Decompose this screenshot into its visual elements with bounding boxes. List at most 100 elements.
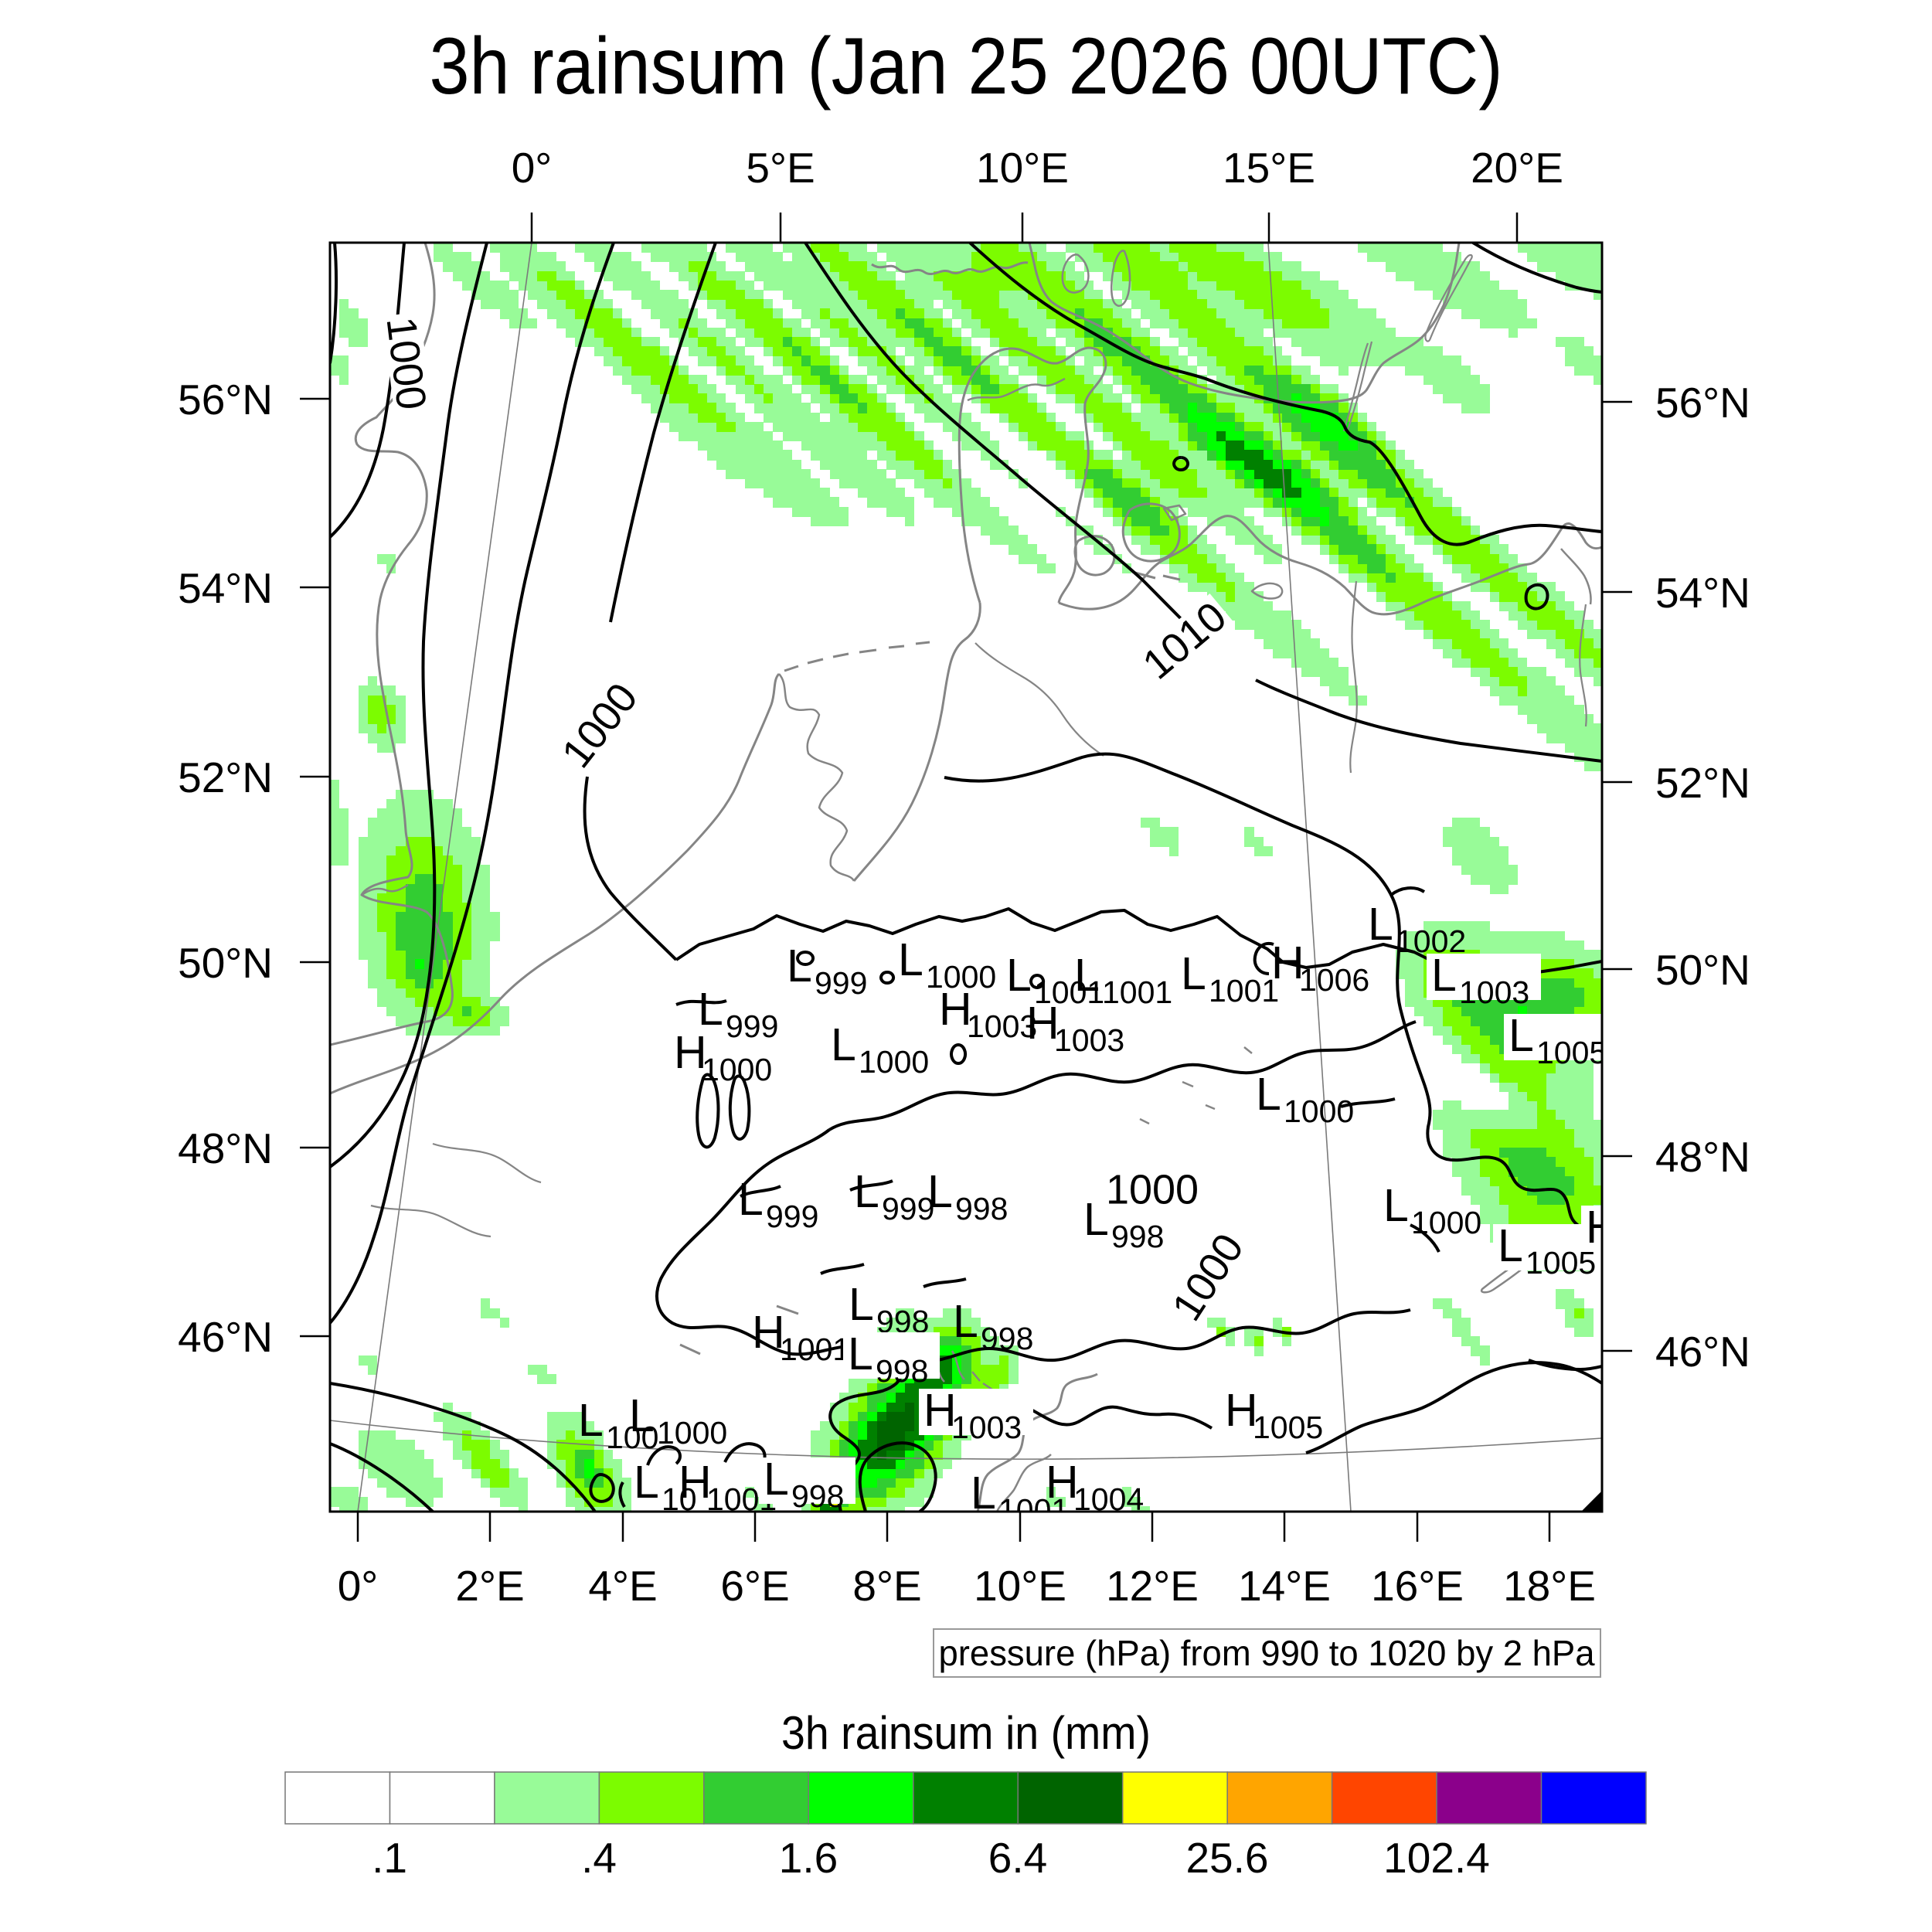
svg-text:25.6: 25.6 — [1185, 1834, 1268, 1882]
svg-text:H: H — [939, 984, 972, 1035]
svg-text:10°E: 10°E — [976, 144, 1069, 192]
svg-text:56°N: 56°N — [1655, 379, 1750, 427]
svg-text:1003: 1003 — [951, 1410, 1022, 1445]
svg-text:L: L — [1181, 948, 1206, 999]
svg-text:1001: 1001 — [998, 1492, 1069, 1528]
svg-text:52°N: 52°N — [178, 753, 273, 801]
svg-text:46°N: 46°N — [178, 1313, 273, 1361]
svg-text:L: L — [1498, 1220, 1523, 1271]
svg-text:L: L — [698, 984, 723, 1035]
svg-text:L: L — [898, 934, 923, 985]
svg-text:4°E: 4°E — [588, 1562, 657, 1610]
svg-text:48°N: 48°N — [178, 1124, 273, 1172]
svg-text:100: 100 — [606, 1420, 658, 1455]
svg-text:999: 999 — [726, 1009, 778, 1044]
svg-text:1005: 1005 — [1253, 1410, 1323, 1445]
svg-text:2°E: 2°E — [455, 1562, 524, 1610]
svg-text:56°N: 56°N — [178, 376, 273, 423]
svg-text:L: L — [1383, 1180, 1409, 1231]
svg-text:1001: 1001 — [1209, 973, 1279, 1009]
svg-text:999: 999 — [815, 965, 867, 1001]
svg-text:pressure (hPa) from 990 to 102: pressure (hPa) from 990 to 1020 by 2 hPa — [939, 1633, 1595, 1673]
svg-text:1000: 1000 — [657, 1415, 727, 1451]
svg-text:998: 998 — [955, 1191, 1008, 1226]
svg-text:H: H — [1271, 937, 1304, 988]
svg-text:1001: 1001 — [1102, 975, 1172, 1010]
svg-text:50°N: 50°N — [178, 939, 273, 987]
svg-text:L: L — [854, 1166, 879, 1217]
svg-text:102.4: 102.4 — [1383, 1834, 1490, 1882]
svg-text:1001: 1001 — [780, 1332, 850, 1367]
svg-text:L: L — [764, 1454, 789, 1505]
svg-text:1005: 1005 — [1536, 1035, 1607, 1070]
svg-text:1003: 1003 — [1459, 975, 1529, 1010]
svg-text:L: L — [1509, 1010, 1534, 1061]
svg-text:0°: 0° — [338, 1562, 379, 1610]
svg-text:L: L — [1431, 950, 1457, 1001]
svg-text:1000: 1000 — [1284, 1094, 1354, 1129]
svg-text:999: 999 — [766, 1199, 818, 1234]
svg-text:H: H — [752, 1307, 785, 1358]
svg-text:1000: 1000 — [702, 1052, 772, 1087]
svg-text:6°E: 6°E — [720, 1562, 789, 1610]
svg-text:L: L — [738, 1174, 764, 1225]
svg-text:10°E: 10°E — [974, 1562, 1066, 1610]
svg-text:999: 999 — [882, 1191, 934, 1226]
svg-text:L: L — [831, 1019, 856, 1070]
svg-text:1000: 1000 — [1106, 1166, 1199, 1213]
svg-text:1000: 1000 — [926, 959, 996, 995]
svg-text:H: H — [1026, 998, 1060, 1049]
svg-text:52°N: 52°N — [1655, 759, 1750, 807]
svg-text:L: L — [927, 1166, 953, 1217]
svg-text:L: L — [1256, 1069, 1281, 1120]
svg-text:H: H — [674, 1027, 707, 1078]
svg-text:18°E: 18°E — [1503, 1562, 1596, 1610]
svg-text:1004: 1004 — [1073, 1481, 1144, 1517]
svg-text:1000: 1000 — [1411, 1205, 1481, 1240]
svg-text:.4: .4 — [581, 1834, 617, 1882]
svg-text:H: H — [1586, 1202, 1619, 1253]
svg-text:H: H — [679, 1457, 712, 1508]
svg-text:.1: .1 — [372, 1834, 407, 1882]
svg-text:H: H — [1046, 1457, 1079, 1508]
svg-text:15°E: 15°E — [1223, 144, 1315, 192]
svg-text:20°E: 20°E — [1471, 144, 1563, 192]
svg-text:L: L — [1006, 950, 1032, 1001]
svg-text:L: L — [953, 1296, 978, 1347]
svg-text:12°E: 12°E — [1106, 1562, 1199, 1610]
svg-text:L: L — [849, 1279, 874, 1330]
svg-text:8°E: 8°E — [852, 1562, 921, 1610]
svg-text:998: 998 — [791, 1478, 844, 1514]
svg-text:3h rainsum (Jan 25 2026 00UTC): 3h rainsum (Jan 25 2026 00UTC) — [430, 22, 1503, 111]
svg-text:54°N: 54°N — [1655, 569, 1750, 617]
svg-text:1000: 1000 — [859, 1044, 929, 1080]
svg-text:1002: 1002 — [1396, 923, 1466, 959]
svg-text:H: H — [923, 1385, 957, 1436]
svg-text:0°: 0° — [512, 144, 553, 192]
svg-text:L: L — [629, 1390, 655, 1441]
svg-text:50°N: 50°N — [1655, 946, 1750, 994]
svg-text:L: L — [1083, 1194, 1109, 1245]
svg-text:L: L — [848, 1328, 873, 1379]
svg-text:L: L — [787, 940, 812, 992]
svg-text:10: 10 — [662, 1481, 697, 1517]
svg-text:998: 998 — [981, 1321, 1033, 1356]
svg-text:1006: 1006 — [1299, 962, 1369, 998]
svg-text:H: H — [1225, 1385, 1258, 1436]
svg-text:L: L — [634, 1457, 659, 1508]
svg-text:48°N: 48°N — [1655, 1133, 1750, 1181]
svg-text:998: 998 — [1111, 1219, 1164, 1254]
svg-text:5°E: 5°E — [746, 144, 815, 192]
svg-text:L: L — [971, 1468, 996, 1519]
svg-text:46°N: 46°N — [1655, 1328, 1750, 1376]
svg-text:54°N: 54°N — [178, 564, 273, 612]
svg-text:6.4: 6.4 — [988, 1834, 1047, 1882]
svg-text:3h rainsum in (mm): 3h rainsum in (mm) — [781, 1707, 1151, 1759]
svg-text:L: L — [1074, 950, 1100, 1001]
svg-text:16°E: 16°E — [1371, 1562, 1464, 1610]
svg-text:1003: 1003 — [967, 1009, 1037, 1044]
svg-text:1.6: 1.6 — [779, 1834, 838, 1882]
svg-text:14°E: 14°E — [1238, 1562, 1331, 1610]
svg-text:1000: 1000 — [377, 315, 434, 413]
svg-text:998: 998 — [876, 1353, 928, 1389]
